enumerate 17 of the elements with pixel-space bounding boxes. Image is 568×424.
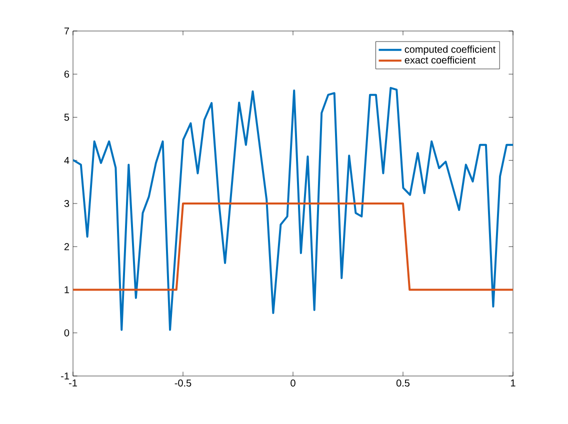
y-tick-label: 4	[64, 156, 70, 164]
legend-label: computed coefficient	[404, 46, 496, 55]
x-tick-label: -0.5	[174, 380, 192, 387]
x-tick-label: 1	[511, 380, 516, 386]
y-tick-label: -1	[61, 372, 70, 380]
y-tick-label: 1	[64, 286, 70, 294]
y-tick-label: 6	[64, 70, 70, 78]
legend-label: exact coefficient	[404, 56, 476, 64]
line-series	[73, 86, 514, 331]
x-tick-label: -1	[69, 380, 77, 386]
x-tick-label: 0	[290, 380, 296, 387]
y-tick-label: 5	[64, 114, 70, 121]
x-tick-label: 0.5	[396, 380, 410, 387]
y-tick-label: 2	[64, 243, 69, 250]
y-tick-label: 0	[64, 329, 70, 336]
y-tick-label: 3	[64, 200, 70, 208]
y-tick-label: 7	[64, 28, 69, 34]
